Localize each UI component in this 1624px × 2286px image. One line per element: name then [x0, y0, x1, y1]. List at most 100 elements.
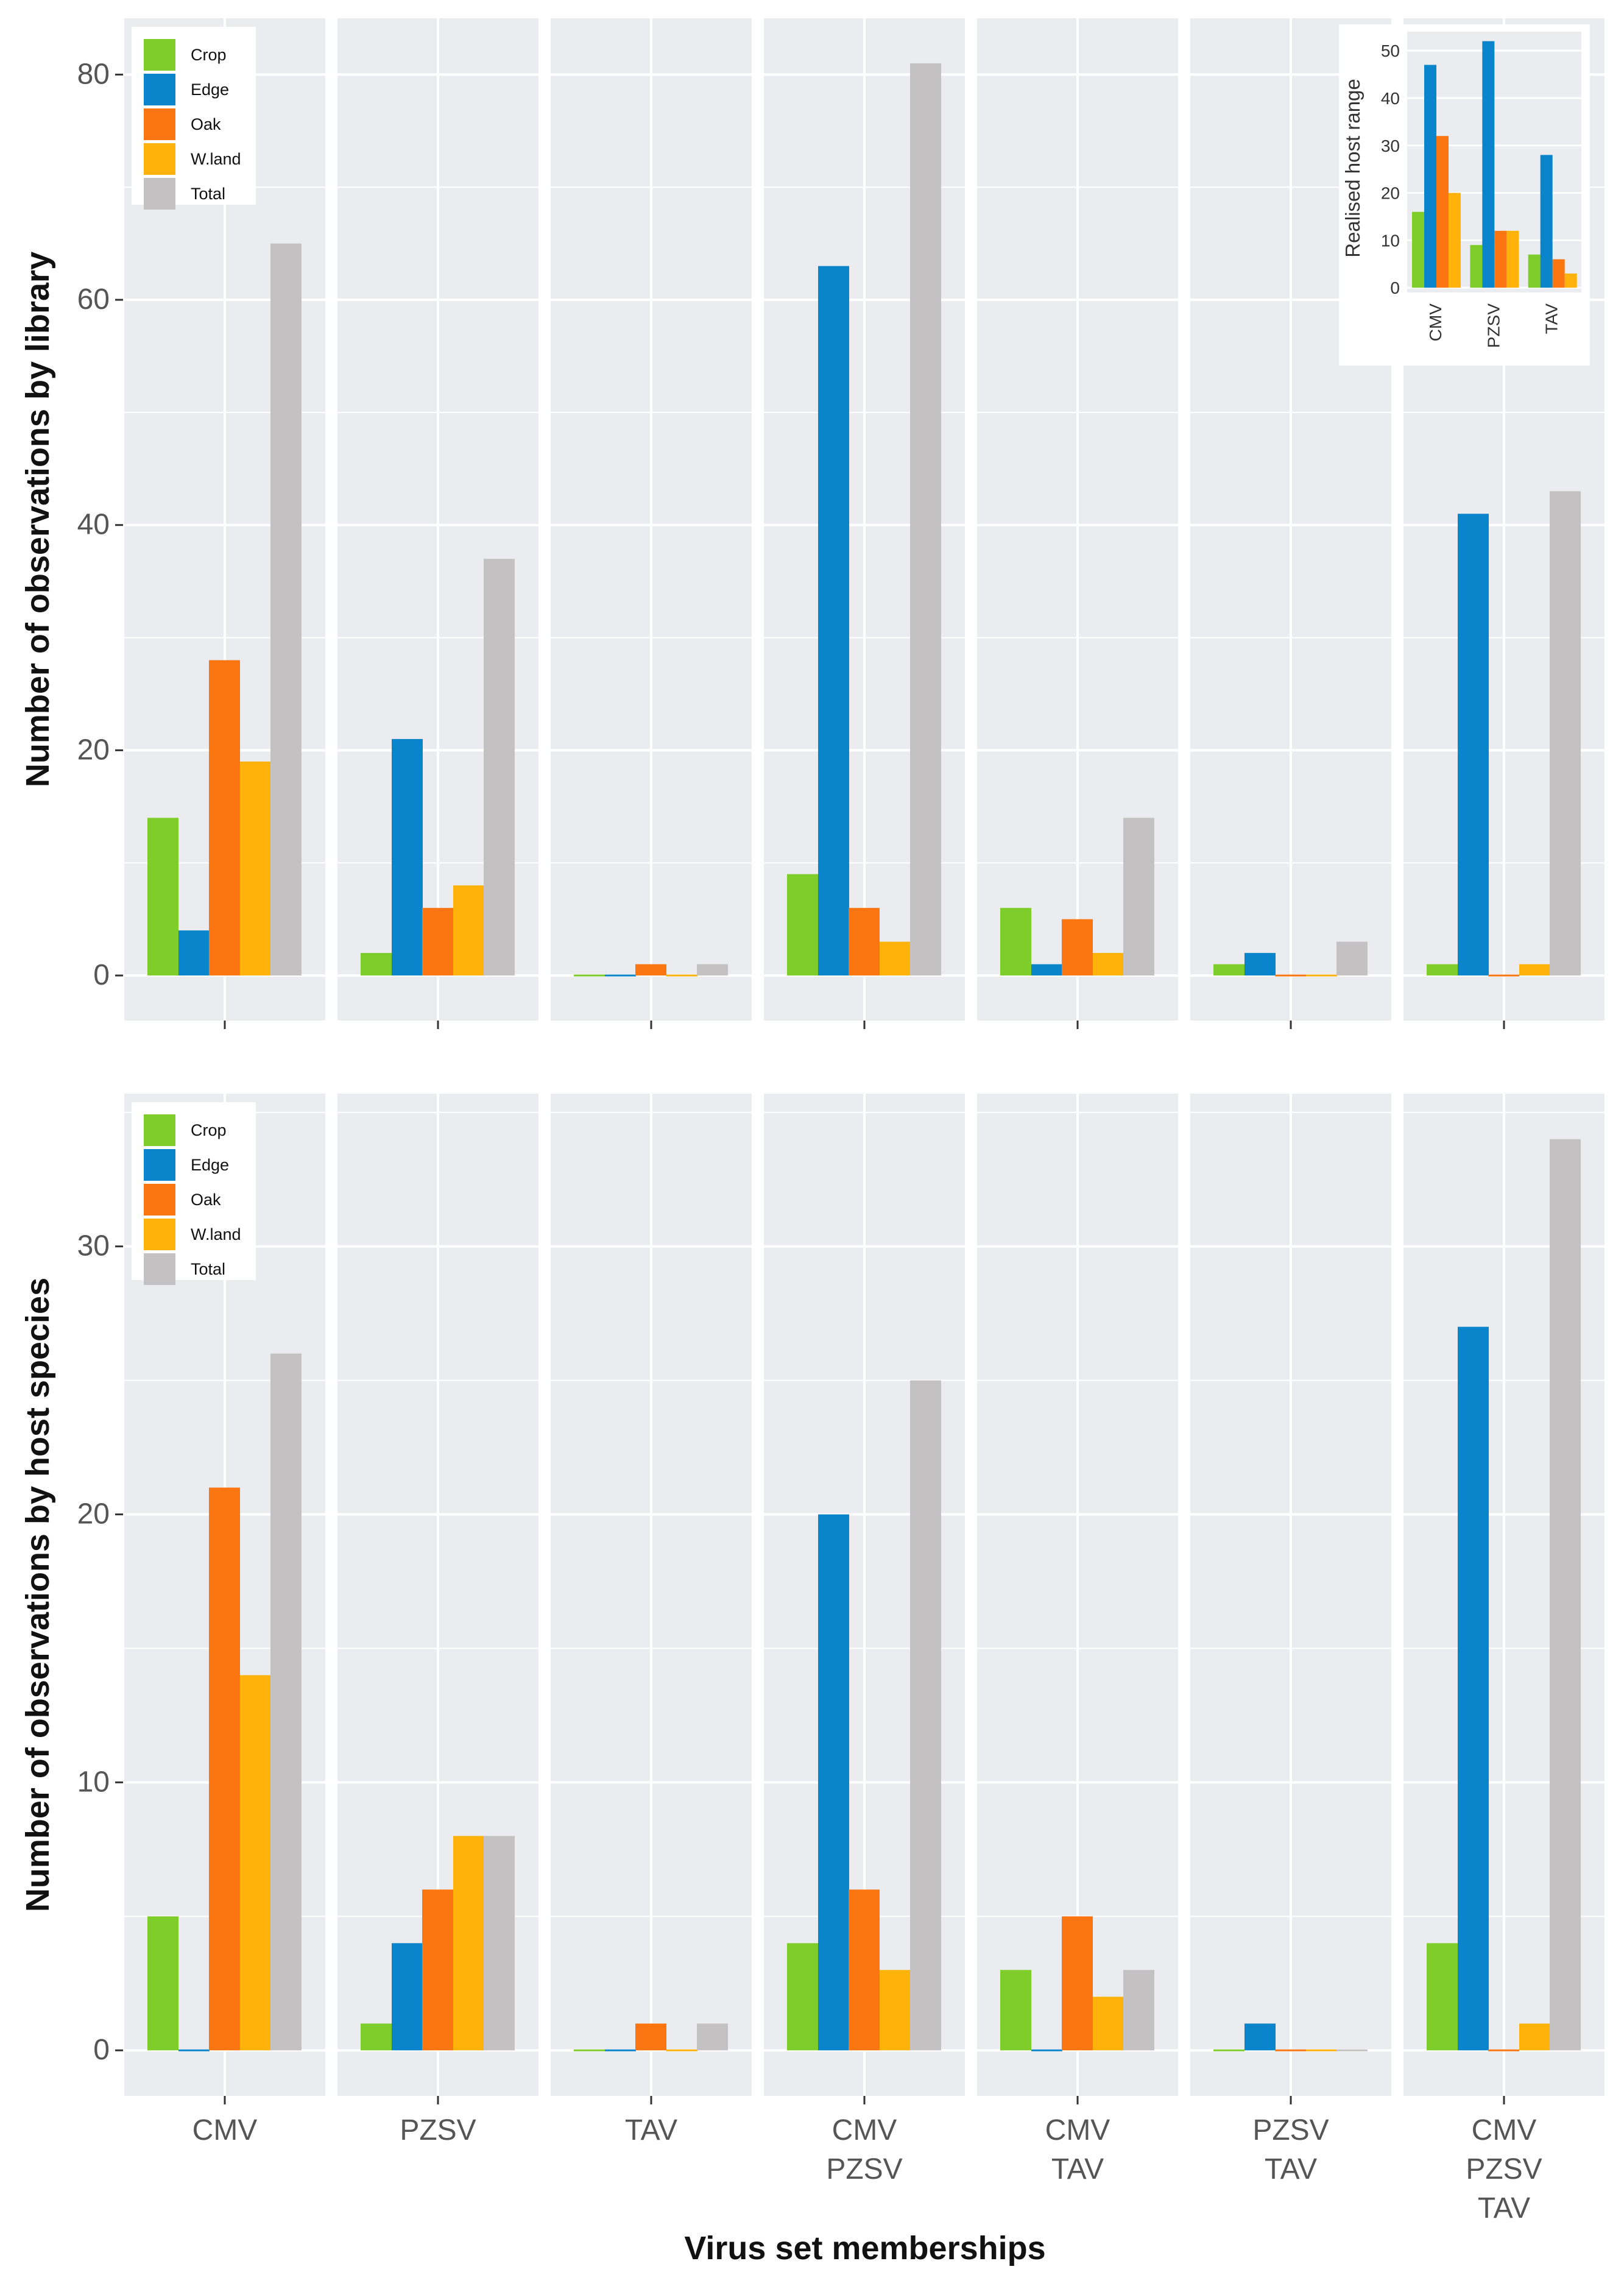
bar-edge — [1031, 964, 1062, 976]
y-tick-label: 10 — [77, 1766, 110, 1798]
bar-oak — [1488, 974, 1519, 977]
inset-y-tick-label: 20 — [1381, 184, 1400, 203]
bar-oak — [422, 908, 453, 976]
bar-edge — [392, 1943, 423, 2051]
bar-oak — [422, 1889, 453, 2051]
y-axis-title: Number of observations by library — [19, 252, 56, 787]
inset-y-tick-label: 30 — [1381, 136, 1400, 155]
bar-crop — [574, 974, 605, 977]
bar-w-land — [1306, 974, 1337, 977]
legend-swatch — [144, 74, 175, 105]
bar-edge — [1244, 2023, 1276, 2051]
host-species-chart: Number of observations by host species 0 1… — [19, 1094, 1605, 2224]
bar-crop — [1000, 1970, 1031, 2051]
y-tick-label: 20 — [77, 1498, 110, 1530]
bar-w-land — [880, 941, 911, 976]
legend-label: W.land — [191, 1225, 241, 1244]
bar-oak — [1275, 974, 1306, 977]
bar-crop — [787, 1943, 818, 2051]
bar-oak — [849, 908, 880, 976]
bar-total — [1123, 818, 1154, 976]
inset-x-tick-label: CMV — [1426, 303, 1445, 342]
legend-swatch — [144, 143, 175, 175]
inset-bar-edge — [1540, 155, 1553, 288]
y-tick-label: 60 — [77, 283, 110, 316]
inset-bar-w-land — [1564, 273, 1577, 288]
bar-crop — [574, 2049, 605, 2051]
bar-total — [910, 63, 941, 976]
bar-w-land — [1519, 2023, 1550, 2051]
bar-crop — [1213, 964, 1244, 976]
inset-bar-oak — [1552, 259, 1565, 288]
facet-cmv-tav — [977, 18, 1178, 1029]
bar-total — [484, 1836, 515, 2051]
bar-total — [1336, 2049, 1368, 2051]
legend-item-w-land: W.land — [144, 143, 241, 175]
x-tick-label: PZSV — [826, 2153, 902, 2185]
bar-edge — [1244, 953, 1276, 976]
bar-edge — [818, 266, 849, 976]
bar-crop — [1213, 2049, 1244, 2051]
bar-edge — [1458, 514, 1489, 976]
x-tick-label: TAV — [1478, 2192, 1530, 2224]
inset-y-tick-label: 50 — [1381, 41, 1400, 60]
bar-edge — [1458, 1326, 1489, 2051]
bar-w-land — [1519, 964, 1550, 976]
bar-w-land — [666, 2049, 697, 2051]
facet-tav: TAV — [551, 1094, 752, 2146]
inset-x-tick-label: PZSV — [1484, 303, 1503, 348]
bar-oak — [1062, 919, 1093, 976]
legend-item-edge: Edge — [144, 1149, 229, 1181]
bar-total — [1550, 1139, 1581, 2051]
bar-oak — [1275, 2049, 1306, 2051]
host-range-inset: 0 10 20 30 40 50 Realised host range CMV PZSV TAV — [1339, 24, 1590, 366]
inset-bar-w-land — [1506, 230, 1519, 288]
legend-item-oak: Oak — [144, 108, 221, 140]
y-tick-label: 20 — [77, 734, 110, 766]
legend-label: Crop — [191, 46, 227, 64]
y-axis-title: Number of observations by host species — [19, 1278, 56, 1912]
bar-w-land — [666, 974, 697, 977]
x-axis-title: Virus set memberships — [684, 2230, 1045, 2267]
legend-label: Total — [191, 185, 225, 203]
legend-swatch — [144, 1184, 175, 1216]
legend-label: Oak — [191, 1191, 221, 1209]
x-tick-label: CMV — [192, 2114, 258, 2146]
bar-w-land — [240, 761, 271, 976]
inset-bar-oak — [1436, 136, 1449, 288]
legend-label: Crop — [191, 1121, 227, 1139]
bar-w-land — [1093, 1997, 1124, 2051]
bar-w-land — [1306, 2049, 1337, 2051]
legend-swatch — [144, 1219, 175, 1250]
bar-oak — [1488, 2049, 1519, 2051]
legend-label: Edge — [191, 80, 229, 99]
x-tick-label: TAV — [1265, 2153, 1317, 2185]
bar-crop — [147, 1916, 178, 2051]
bar-oak — [209, 660, 240, 976]
legend-item-total: Total — [144, 178, 225, 210]
bar-edge — [178, 930, 210, 976]
inset-bar-oak — [1494, 230, 1507, 288]
bar-edge — [818, 1514, 849, 2051]
bar-oak — [635, 964, 666, 976]
inset-y-tick-label: 10 — [1381, 231, 1400, 250]
bar-crop — [361, 953, 392, 976]
legend-swatch — [144, 1149, 175, 1181]
legend-label: Edge — [191, 1156, 229, 1174]
bar-crop — [147, 818, 178, 976]
y-tick-label: 40 — [77, 509, 110, 541]
facet-cmv-pzsv-tav: CMV PZSV TAV — [1403, 1094, 1605, 2224]
bar-w-land — [453, 1836, 484, 2051]
inset-y-axis-title: Realised host range — [1341, 79, 1364, 258]
bar-total — [270, 1353, 302, 2051]
facet-pzsv: PZSV — [337, 1094, 538, 2146]
facet-pzsv-tav: PZSV TAV — [1190, 1094, 1391, 2185]
inset-y-tick-label: 40 — [1381, 89, 1400, 108]
legend-label: Total — [191, 1260, 225, 1278]
legend-item-crop: Crop — [144, 39, 227, 71]
inset-bar-w-land — [1449, 193, 1461, 288]
inset-y-tick-label: 0 — [1390, 278, 1400, 297]
legend: Crop Edge Oak W.land Total — [132, 1102, 256, 1285]
bar-edge — [1031, 2049, 1062, 2051]
